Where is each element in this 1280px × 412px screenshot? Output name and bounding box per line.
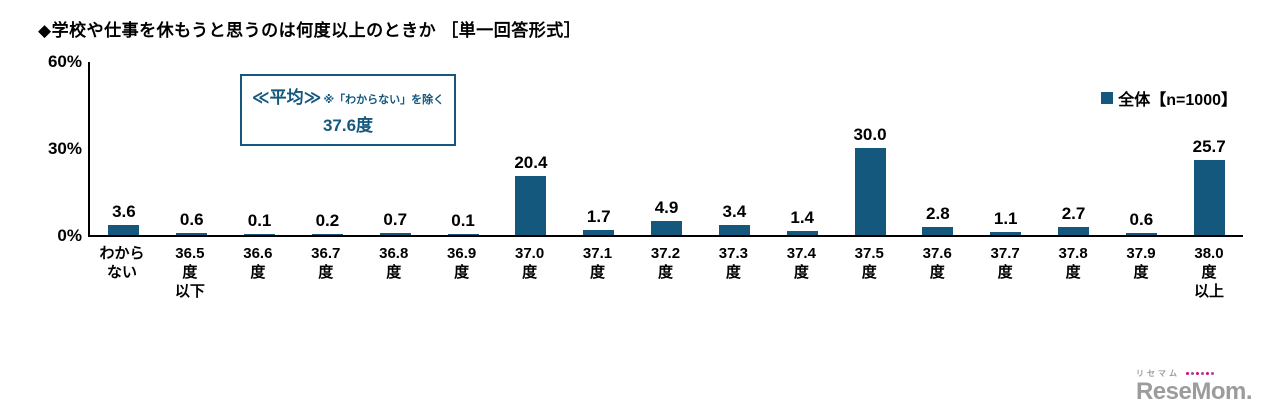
- category-label: 36.8 度: [379, 245, 409, 281]
- bar-value-label: 25.7: [1192, 137, 1226, 157]
- bar-slot: 25.7: [1175, 62, 1243, 235]
- bar-slot: 30.0: [836, 62, 904, 235]
- bar: [176, 233, 208, 235]
- bar-slot: 2.7: [1040, 62, 1108, 235]
- bar-value-label: 0.2: [315, 211, 340, 230]
- bar-value-label: 4.9: [654, 197, 679, 217]
- bar-slot: 2.8: [904, 62, 972, 235]
- logo-kana: リセマム: [1135, 369, 1180, 378]
- bar-value-label: 0.1: [451, 211, 475, 230]
- bar-slot: 3.4: [700, 62, 768, 235]
- logo-dots: [1185, 372, 1214, 375]
- category-label: 37.3 度: [718, 245, 748, 281]
- category-label: 37.6 度: [922, 245, 952, 281]
- bar-slot: 0.6: [1107, 62, 1175, 235]
- bar: [1058, 227, 1089, 235]
- category-label: 37.8 度: [1058, 245, 1088, 281]
- bar: [718, 225, 750, 235]
- category-axis: わから ない 36.5 度以下 36.6 度 36.7 度 36.8 度 36.9 度 37.0 度 37.…: [88, 244, 1243, 301]
- category-label: 36.9 度: [447, 245, 477, 281]
- category-label: 37.2 度: [650, 245, 681, 281]
- bar-value-label: 1.4: [790, 207, 815, 227]
- bar: [1193, 160, 1225, 235]
- bar: [583, 230, 615, 235]
- bar-slot: 0.2: [293, 62, 361, 235]
- logo-dot: [1185, 372, 1189, 375]
- logo-dot: [1190, 372, 1194, 375]
- plot-area: ≪平均≫ ※「わからない」を除く 37.6度 全体【n=1000】 3.6 0.6 0…: [88, 62, 1243, 237]
- legend-swatch: [1101, 92, 1114, 104]
- logo-top-row: リセマム: [1136, 368, 1252, 379]
- bar-value-label: 3.4: [722, 202, 747, 222]
- bar: [854, 147, 886, 235]
- bar-slot: 20.4: [497, 62, 565, 235]
- category-label: 37.9 度: [1126, 245, 1156, 281]
- category-label: 37.4 度: [786, 245, 816, 281]
- logo-dot: [1200, 372, 1204, 375]
- bar: [651, 220, 683, 235]
- bar-value-label: 0.1: [247, 211, 272, 230]
- logo-dot: [1205, 372, 1209, 375]
- category-label: 38.0 度以上: [1193, 245, 1224, 300]
- bar-value-label: 3.6: [112, 201, 136, 221]
- bar-value-label: 0.6: [1129, 210, 1154, 230]
- logo-text: ReseMom.: [1135, 378, 1253, 405]
- category-label: 37.7 度: [990, 245, 1020, 281]
- bar: [1125, 233, 1157, 235]
- category-label: 36.6 度: [243, 245, 273, 281]
- bar-slot: 1.7: [565, 62, 633, 235]
- average-annotation-box: ≪平均≫ ※「わからない」を除く 37.6度: [240, 74, 456, 146]
- category-label: 36.5 度以下: [174, 245, 205, 300]
- bar-value-label: 0.7: [383, 209, 408, 229]
- bar-value-label: 0.6: [179, 210, 204, 230]
- bar: [786, 230, 818, 235]
- category-label: 36.7 度: [311, 245, 341, 281]
- category-label: 37.1 度: [582, 245, 613, 281]
- bar-slot: 3.6: [90, 62, 158, 235]
- bars-container: 3.6 0.6 0.1 0.2 0.7 0.1 20.4 1.7 4.9 3.4 1.4 30.0 2.…: [90, 62, 1243, 235]
- legend-label: 全体【n=1000】: [1118, 92, 1237, 109]
- bar-slot: 1.1: [972, 62, 1040, 235]
- category-label: 37.5 度: [854, 245, 884, 281]
- bar: [990, 231, 1022, 235]
- bar-value-label: 20.4: [514, 152, 548, 172]
- bar: [922, 226, 954, 235]
- bar-slot: 4.9: [633, 62, 701, 235]
- legend: 全体【n=1000】: [1101, 86, 1237, 110]
- bar: [515, 175, 547, 235]
- bar-slot: 0.6: [158, 62, 226, 235]
- bar-value-label: 2.8: [926, 203, 950, 223]
- logo-dot: [1195, 372, 1199, 375]
- bar-value-label: 1.7: [586, 207, 611, 227]
- bar-slot: 0.1: [226, 62, 294, 235]
- bar-slot: 0.7: [361, 62, 429, 235]
- bar: [379, 232, 411, 235]
- bar: [311, 234, 343, 235]
- bar: [447, 234, 479, 235]
- y-axis-label-60: 60%: [47, 52, 82, 71]
- bar-slot: 1.4: [768, 62, 836, 235]
- average-note: ※「わからない」を除く: [323, 94, 445, 106]
- category-label: わから ない: [99, 245, 145, 281]
- bar-value-label: 1.1: [993, 208, 1018, 228]
- category-label: 37.0 度: [514, 245, 545, 281]
- bar: [244, 234, 276, 235]
- chart-title: ◆学校や仕事を休もうと思うのは何度以上のときか ［単一回答形式］: [38, 21, 582, 40]
- resemom-logo: リセマム ReseMom.: [1135, 368, 1253, 405]
- bar: [108, 224, 140, 235]
- y-axis-label-0: 0%: [57, 226, 82, 245]
- average-value: 37.6度: [322, 116, 374, 135]
- bar-value-label: 2.7: [1061, 204, 1086, 224]
- bar-slot: 0.1: [429, 62, 497, 235]
- average-annotation-line1: ≪平均≫ ※「わからない」を除く: [250, 83, 446, 108]
- y-axis-label-30: 30%: [47, 139, 82, 158]
- logo-dot: [1210, 372, 1214, 375]
- average-heading: ≪平均≫: [251, 88, 322, 107]
- bar-value-label: 30.0: [853, 124, 887, 144]
